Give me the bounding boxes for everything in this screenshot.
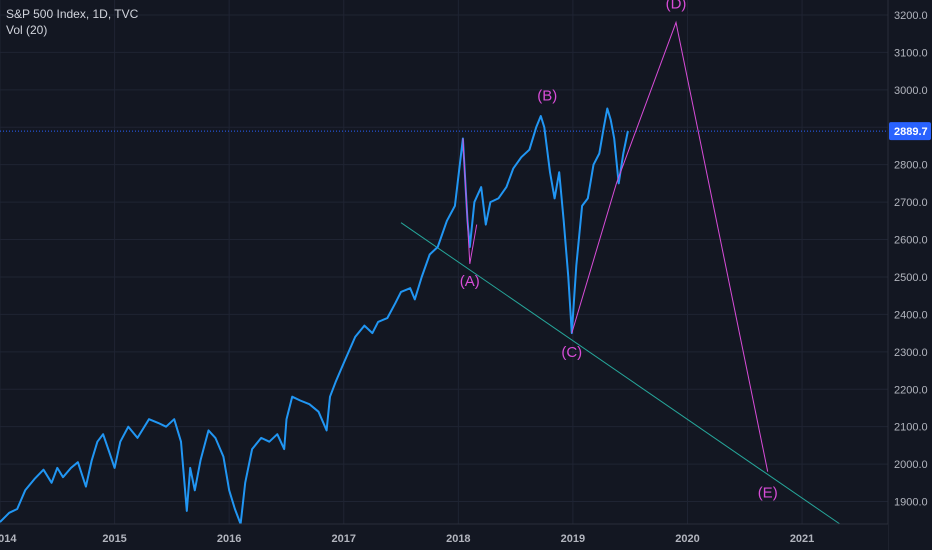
y-tick-label: 2200.0 — [894, 384, 928, 396]
y-tick-label: 3100.0 — [894, 47, 928, 59]
y-tick-label: 2700.0 — [894, 197, 928, 209]
grid-lines — [0, 0, 888, 524]
last-price-badge — [889, 122, 931, 141]
price-axis[interactable]: 1900.0 2000.0 2100.0 2200.0 2300.0 2400.0 2500… — [887, 0, 932, 550]
x-tick-label: 2017 — [331, 533, 355, 545]
symbol-title[interactable]: S&P 500 Index, 1D, TVC — [6, 7, 139, 21]
y-tick-label: 3000.0 — [894, 85, 928, 97]
price-series-layer — [0, 107, 629, 525]
x-tick-label: 2019 — [561, 533, 585, 545]
wave-a-segment — [462, 138, 478, 264]
time-axis-background — [0, 524, 888, 550]
x-tick-label: 2018 — [446, 533, 470, 545]
sp500-price-line — [0, 107, 629, 525]
x-tick-label: 2014 — [0, 533, 17, 545]
x-tick-label: 2015 — [102, 533, 126, 545]
x-tick-label: 2016 — [217, 533, 241, 545]
y-tick-label: 2600.0 — [894, 235, 928, 247]
y-tick-label: 2500.0 — [894, 272, 928, 284]
y-tick-label: 1900.0 — [894, 497, 928, 509]
chart-legend: S&P 500 Index, 1D, TVC Vol (20) — [6, 6, 138, 38]
last-price-tag: 2889.7 — [889, 122, 931, 141]
y-tick-label: 2300.0 — [894, 347, 928, 359]
y-tick-label: 2400.0 — [894, 309, 928, 321]
y-tick-label: 3200.0 — [894, 10, 928, 22]
wave-label-e: (E) — [758, 485, 778, 502]
wave-label-c: (C) — [561, 344, 582, 361]
price-axis-background — [888, 0, 932, 550]
y-tick-label: 2800.0 — [894, 160, 928, 172]
time-axis[interactable]: 2014 2015 2016 2017 2018 2019 2020 2021 — [0, 523, 888, 550]
descending-trendline — [400, 222, 841, 525]
y-tick-label: 2000.0 — [894, 459, 928, 471]
wave-label-a: (A) — [460, 273, 480, 290]
x-tick-label: 2020 — [675, 533, 699, 545]
wave-label-b: (B) — [537, 87, 557, 104]
wave-layer: (A) (B) (C) (D) (E) — [460, 0, 778, 502]
y-tick-label: 2100.0 — [894, 422, 928, 434]
wave-cde-segment — [571, 20, 769, 472]
last-price-value: 2889.7 — [894, 126, 928, 138]
volume-indicator-label[interactable]: Vol (20) — [6, 23, 48, 37]
wave-label-d: (D) — [666, 0, 687, 12]
trendline-layer — [0, 130, 888, 525]
x-tick-label: 2021 — [790, 533, 814, 545]
